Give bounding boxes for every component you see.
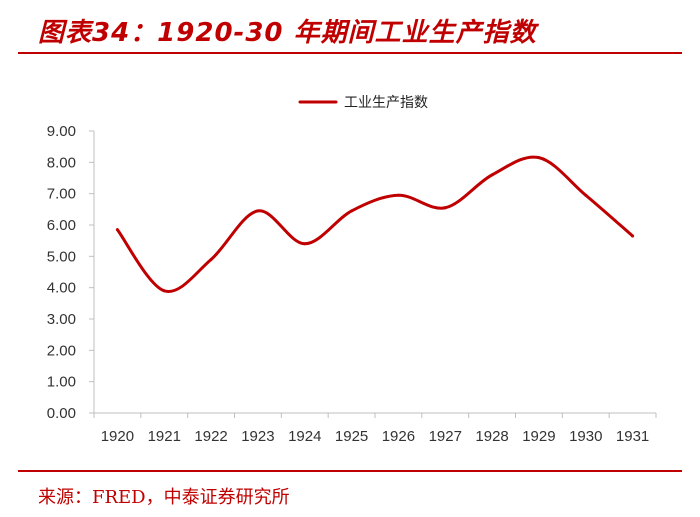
data-point <box>584 193 588 197</box>
y-tick-label: 7.00 <box>47 186 76 203</box>
y-tick-label: 4.00 <box>47 280 76 297</box>
x-tick-label: 1923 <box>241 428 274 445</box>
data-point <box>631 234 635 238</box>
series-layer <box>115 155 635 293</box>
y-tick-label: 0.00 <box>47 405 76 422</box>
x-tick-label: 1930 <box>569 428 602 445</box>
line-chart: 0.00 1.00 2.00 3.00 4.00 5.00 6.00 7.00 8.00 9.00… <box>47 95 657 445</box>
y-tick-label: 2.00 <box>47 342 76 359</box>
title-divider <box>18 52 682 54</box>
x-tick-label: 1927 <box>429 428 462 445</box>
title-bar: 图表34：1920-30 年期间工业生产指数 <box>0 0 700 54</box>
y-tick-label: 1.00 <box>47 374 76 391</box>
data-point <box>256 209 260 213</box>
x-tick-label: 1925 <box>335 428 368 445</box>
data-point <box>396 193 400 197</box>
x-tick-label: 1922 <box>194 428 227 445</box>
data-point <box>490 173 494 177</box>
page-title: 图表34：1920-30 年期间工业生产指数 <box>38 18 537 48</box>
x-tick-label: 1921 <box>148 428 181 445</box>
y-tick-label: 9.00 <box>47 123 76 140</box>
data-point <box>162 289 166 293</box>
x-tick-label: 1928 <box>475 428 508 445</box>
data-point <box>350 209 354 213</box>
data-point <box>303 242 307 246</box>
y-tick-label: 8.00 <box>47 154 76 171</box>
source-note: 来源：FRED，中泰证券研究所 <box>38 487 290 508</box>
legend-label: 工业生产指数 <box>344 95 428 111</box>
axes <box>89 130 657 418</box>
data-point <box>115 228 119 232</box>
y-tick-label: 5.00 <box>47 248 76 265</box>
data-point <box>443 206 447 210</box>
series-line <box>115 155 635 293</box>
footer-divider <box>18 470 682 472</box>
x-tick-label: 1926 <box>382 428 415 445</box>
y-tick-label: 3.00 <box>47 311 76 328</box>
x-tick-label: 1929 <box>522 428 555 445</box>
x-tick-label: 1931 <box>616 428 649 445</box>
y-axis-labels: 0.00 1.00 2.00 3.00 4.00 5.00 6.00 7.00 8.00 9.00 <box>47 123 76 422</box>
x-axis-labels: 1920 1921 1922 1923 1924 1925 1926 1927 1928 1929… <box>101 428 650 445</box>
data-point <box>209 257 213 261</box>
y-tick-label: 6.00 <box>47 217 76 234</box>
x-tick-label: 1924 <box>288 428 321 445</box>
x-tick-label: 1920 <box>101 428 134 445</box>
data-point <box>537 156 541 160</box>
legend: 工业生产指数 <box>298 95 428 111</box>
